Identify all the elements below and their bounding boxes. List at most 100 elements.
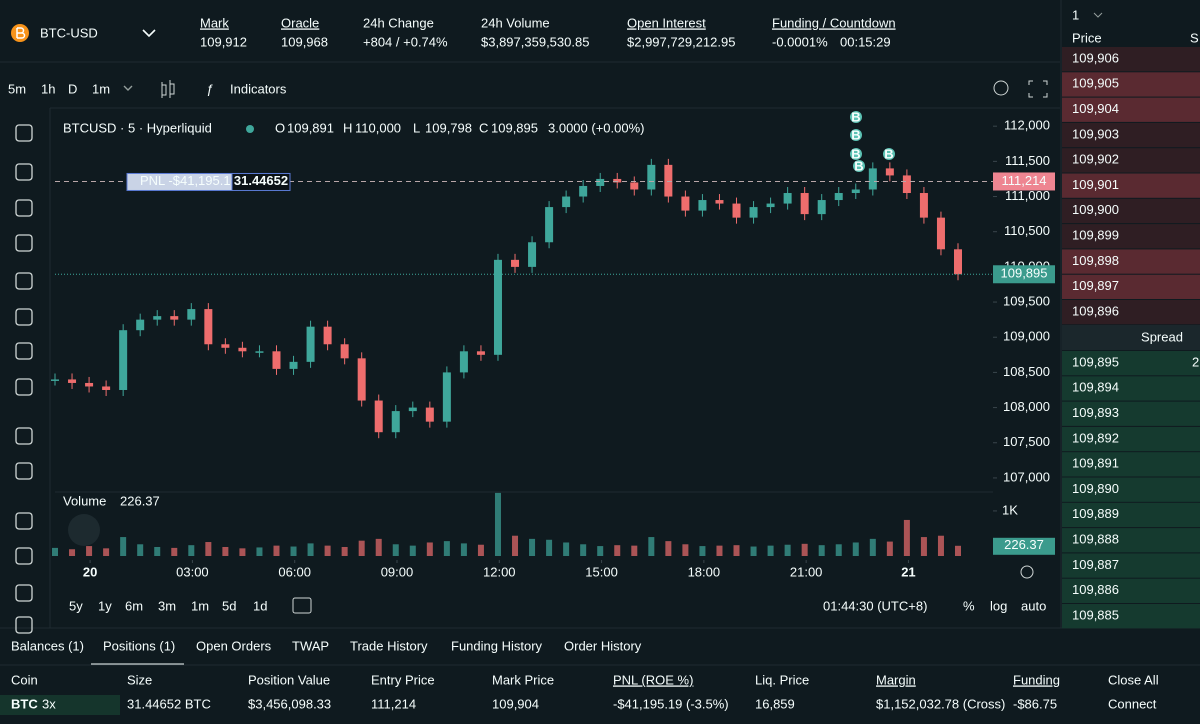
- ask-price[interactable]: 109,904: [1072, 101, 1119, 116]
- ask-price[interactable]: 109,899: [1072, 228, 1119, 243]
- volume-bar: [955, 545, 961, 556]
- settings-icon[interactable]: [1020, 565, 1034, 579]
- tab[interactable]: Trade History: [350, 638, 428, 653]
- drawing-tool[interactable]: [15, 234, 33, 252]
- range-button[interactable]: 3m: [158, 598, 176, 613]
- column-header[interactable]: Close All: [1108, 672, 1159, 687]
- tab[interactable]: Open Orders: [196, 638, 272, 653]
- symbol[interactable]: BTC-USD: [40, 25, 98, 40]
- drawing-tool[interactable]: [15, 584, 33, 602]
- date-range-icon[interactable]: [292, 597, 312, 614]
- candle-body: [85, 382, 94, 387]
- bid-price[interactable]: 109,890: [1072, 481, 1119, 496]
- volume-bar: [682, 544, 689, 556]
- candle-body: [868, 168, 877, 190]
- bid-price[interactable]: 109,892: [1072, 430, 1119, 445]
- bid-row: [1062, 376, 1200, 401]
- ask-price[interactable]: 109,905: [1072, 76, 1119, 91]
- fx-icon[interactable]: ƒ: [206, 81, 213, 96]
- bid-price[interactable]: 109,888: [1072, 532, 1119, 547]
- ask-row: [1062, 300, 1200, 325]
- range-button[interactable]: 6m: [125, 598, 143, 613]
- drawing-tool[interactable]: [15, 308, 33, 326]
- tab[interactable]: Balances (1): [11, 638, 84, 653]
- volume-bar: [512, 535, 519, 556]
- column-header: Entry Price: [371, 672, 435, 687]
- stat-value: $2,997,729,212.95: [627, 34, 735, 49]
- candle-body: [766, 203, 775, 208]
- depth-select[interactable]: 1: [1072, 7, 1079, 22]
- ask-price[interactable]: 109,903: [1072, 126, 1119, 141]
- volume-last: 226.37: [120, 493, 160, 508]
- bid-price[interactable]: 109,891: [1072, 456, 1119, 471]
- ask-row: [1062, 173, 1200, 198]
- drawing-tool[interactable]: [15, 616, 33, 634]
- drawing-tool[interactable]: [15, 199, 33, 217]
- volume-bar: [546, 539, 553, 556]
- bid-price[interactable]: 109,885: [1072, 607, 1119, 622]
- candle-body: [102, 386, 111, 390]
- y-tick-label: 109,500: [1003, 293, 1050, 308]
- scale-option[interactable]: %: [963, 598, 975, 613]
- tab[interactable]: Positions (1): [103, 638, 175, 653]
- drawing-tool[interactable]: [15, 462, 33, 480]
- drawing-tool[interactable]: [15, 163, 33, 181]
- bid-price[interactable]: 109,887: [1072, 557, 1119, 572]
- drawing-tool[interactable]: [15, 272, 33, 290]
- candle-body: [391, 411, 400, 433]
- interval-select[interactable]: 1m: [92, 81, 110, 96]
- fullscreen-icon[interactable]: [1028, 80, 1048, 98]
- range-button[interactable]: 1d: [253, 598, 267, 613]
- cell: 31.44652 BTC: [127, 696, 211, 711]
- volume-bar: [597, 546, 604, 556]
- volume-bar: [154, 546, 161, 556]
- tab[interactable]: Funding History: [451, 638, 543, 653]
- interval[interactable]: 1h: [41, 81, 55, 96]
- column-header[interactable]: PNL (ROE %): [613, 672, 693, 687]
- tab[interactable]: TWAP: [292, 638, 329, 653]
- range-button[interactable]: 5d: [222, 598, 236, 613]
- tab[interactable]: Order History: [564, 638, 642, 653]
- drawing-tool[interactable]: [15, 427, 33, 445]
- drawing-tool[interactable]: [15, 124, 33, 142]
- bid-price[interactable]: 109,886: [1072, 582, 1119, 597]
- screenshot-icon[interactable]: [993, 80, 1009, 96]
- volume-bar: [273, 545, 280, 556]
- drawing-tool[interactable]: [15, 512, 33, 530]
- volume-bar: [494, 492, 501, 556]
- volume-bar: [733, 545, 740, 556]
- bid-price[interactable]: 109,895: [1072, 354, 1119, 369]
- scale-option[interactable]: log: [990, 598, 1007, 613]
- symbol-chevron[interactable]: [142, 29, 156, 38]
- ask-price[interactable]: 109,901: [1072, 177, 1119, 192]
- drawing-tool[interactable]: [15, 547, 33, 565]
- range-button[interactable]: 5y: [69, 598, 83, 613]
- ask-price[interactable]: 109,902: [1072, 152, 1119, 167]
- volume-bar: [205, 542, 212, 556]
- ask-price[interactable]: 109,896: [1072, 303, 1119, 318]
- scale-option[interactable]: auto: [1021, 598, 1046, 613]
- range-button[interactable]: 1y: [98, 598, 112, 613]
- depth-chevron[interactable]: [1093, 12, 1103, 18]
- volume-bar: [563, 542, 570, 556]
- volume-bar: [920, 537, 927, 556]
- ask-price[interactable]: 109,900: [1072, 202, 1119, 217]
- drawing-tool[interactable]: [15, 378, 33, 396]
- ask-price[interactable]: 109,897: [1072, 278, 1119, 293]
- indicators[interactable]: Indicators: [230, 81, 287, 96]
- volume-bar: [767, 545, 774, 556]
- bid-price[interactable]: 109,893: [1072, 405, 1119, 420]
- interval[interactable]: 5m: [8, 81, 26, 96]
- bid-price[interactable]: 109,894: [1072, 380, 1119, 395]
- drawing-tool[interactable]: [15, 342, 33, 360]
- ask-price[interactable]: 109,906: [1072, 50, 1119, 65]
- cell[interactable]: Connect: [1108, 696, 1157, 711]
- cell: -$86.75: [1013, 696, 1057, 711]
- interval-chevron[interactable]: [123, 85, 133, 91]
- range-button[interactable]: 1m: [191, 598, 209, 613]
- ask-price[interactable]: 109,898: [1072, 253, 1119, 268]
- chart-type-icon[interactable]: [161, 80, 175, 98]
- ask-row: [1062, 198, 1200, 224]
- bid-price[interactable]: 109,889: [1072, 506, 1119, 521]
- interval[interactable]: D: [68, 81, 77, 96]
